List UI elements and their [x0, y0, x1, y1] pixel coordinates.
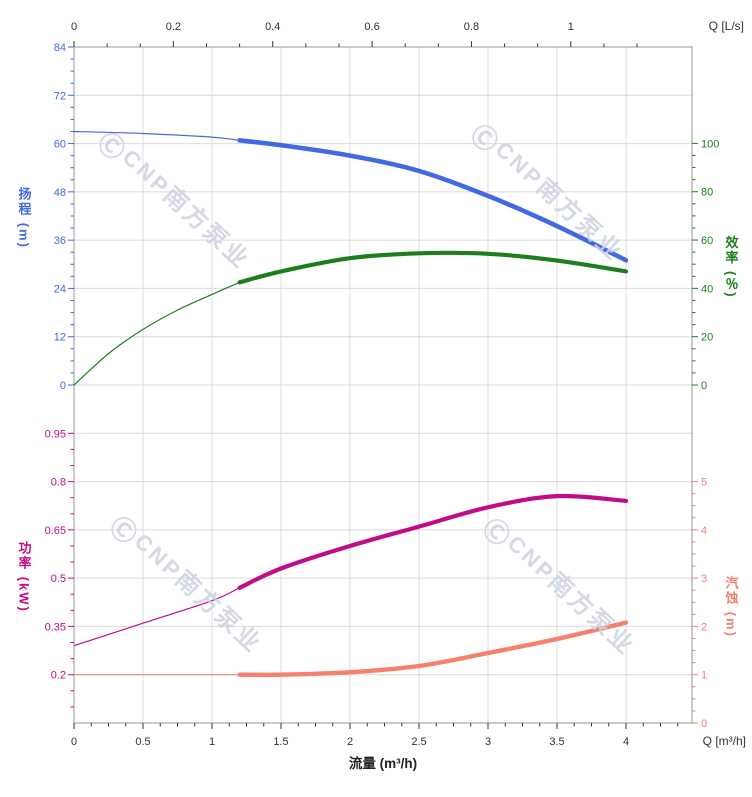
power-curve	[73, 493, 629, 647]
tick-label: 0	[701, 380, 707, 392]
tick-label: 0.5	[135, 736, 150, 748]
power-curve-thin	[73, 587, 240, 647]
npsh-curve	[74, 620, 629, 678]
tick-label: 0.6	[364, 21, 379, 33]
tick-label: 60	[54, 139, 66, 151]
head-curve	[73, 130, 629, 263]
tick-label: 5	[701, 477, 707, 489]
tick-label: 2.5	[411, 736, 426, 748]
tick-label: 0	[71, 21, 77, 33]
tick-label: 12	[54, 332, 66, 344]
npsh-axis: 0 1 2 3 4 5	[692, 477, 707, 730]
tick-label: 0.8	[464, 21, 479, 33]
bottom-axis-unit-label: Q [m³/h]	[702, 734, 746, 748]
efficiency-curve-thin	[73, 281, 240, 386]
tick-label: 48	[54, 187, 66, 199]
tick-label: 60	[701, 235, 713, 247]
tick-label: 20	[701, 332, 713, 344]
tick-label: 0	[60, 380, 66, 392]
tick-label: 40	[701, 283, 713, 295]
head-axis: 0 12 24 36 48 60 72 84	[54, 42, 74, 392]
tick-label: 0.35	[45, 621, 66, 633]
tick-label: 80	[701, 187, 713, 199]
power-axis: 0.2 0.35 0.5 0.65 0.8 0.95	[45, 428, 74, 708]
power-curve-thick	[237, 493, 629, 590]
efficiency-axis: 0 20 40 60 80 100	[692, 138, 719, 392]
tick-label: 1	[209, 736, 215, 748]
tick-label: 0.4	[265, 21, 280, 33]
bottom-axis: 0 0.5 1 1.5 2 2.5 3 3.5 4	[71, 723, 679, 748]
npsh-axis-title: 汽蚀 (m)	[723, 576, 739, 638]
grid-lines	[74, 47, 692, 723]
tick-label: 0.2	[51, 670, 66, 682]
tick-label: 36	[54, 235, 66, 247]
tick-label: 4	[623, 736, 629, 748]
efficiency-axis-title: 效率 (％)	[723, 235, 739, 299]
top-axis-unit-label: Q [L/s]	[708, 19, 744, 33]
efficiency-curve	[73, 250, 629, 386]
tick-label: 0.5	[51, 573, 66, 585]
tick-label: 0	[701, 718, 707, 730]
head-curve-thick	[237, 138, 629, 263]
tick-label: 1	[568, 21, 574, 33]
top-axis: 0 0.2 0.4 0.6 0.8 1	[71, 21, 638, 47]
tick-label: 84	[54, 42, 66, 54]
tick-label: 3	[485, 736, 491, 748]
tick-label: 0.8	[51, 477, 66, 489]
tick-label: 100	[701, 138, 719, 150]
tick-label: 0	[71, 736, 77, 748]
tick-label: 4	[701, 525, 707, 537]
tick-label: 3	[701, 573, 707, 585]
head-axis-title: 扬程 (m)	[16, 187, 32, 249]
tick-label: 3.5	[549, 736, 564, 748]
tick-label: 1	[701, 670, 707, 682]
npsh-curve-thick	[237, 620, 629, 678]
efficiency-curve-thick	[237, 250, 629, 285]
tick-label: 0.2	[166, 21, 181, 33]
tick-label: 72	[54, 90, 66, 102]
tick-label: 0.65	[45, 525, 66, 537]
power-axis-title: 功率 (kW)	[16, 541, 32, 613]
tick-label: 2	[347, 736, 353, 748]
tick-label: 2	[701, 621, 707, 633]
tick-label: 0.95	[45, 428, 66, 440]
head-curve-thin	[73, 130, 240, 141]
x-axis-label: 流量 (m³/h)	[348, 756, 418, 771]
tick-label: 1.5	[273, 736, 288, 748]
tick-label: 24	[54, 283, 66, 295]
